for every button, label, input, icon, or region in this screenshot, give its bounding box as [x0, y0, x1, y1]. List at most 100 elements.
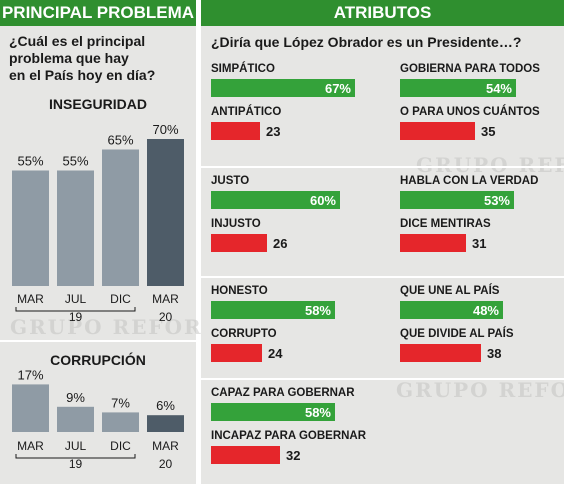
inseguridad-chart: 55% MAR 55% JUL 65% DIC 70% MAR 19 20 — [12, 122, 184, 324]
attribute-track: 58% — [211, 301, 361, 319]
attribute-track: 54% — [400, 79, 550, 97]
corrupcion-title: CORRUPCIÓN — [50, 352, 146, 368]
attribute-bar-negative — [400, 234, 466, 252]
row-divider — [201, 378, 564, 380]
inseguridad-category-label: MAR — [152, 292, 179, 306]
attribute-bar-negative — [211, 122, 260, 140]
inseguridad-value-label: 55% — [17, 154, 43, 169]
section-divider — [0, 340, 196, 342]
attribute-track: 60% — [211, 191, 361, 209]
attribute-label: ANTIPÁTICO — [211, 106, 282, 118]
corrupcion-year-label: 19 — [69, 457, 83, 471]
corrupcion-bar — [102, 412, 139, 432]
attribute-bar-negative — [211, 234, 267, 252]
attribute-bar-negative — [400, 344, 481, 362]
inseguridad-year-label: 20 — [159, 310, 173, 324]
attribute-track: 48% — [400, 301, 550, 319]
corrupcion-chart: 17% MAR 9% JUL 7% DIC 6% MAR 19 20 — [12, 367, 184, 471]
attribute-bar-negative — [400, 122, 475, 140]
attribute-track: 23 — [211, 122, 361, 140]
attribute-bar-positive — [400, 191, 514, 209]
inseguridad-bar — [12, 170, 49, 286]
atributos-question: ¿Diría que López Obrador es un President… — [211, 34, 522, 50]
principal-problema-panel: PRINCIPAL PROBLEMA ¿Cuál es el principal… — [0, 0, 242, 484]
attribute-value: 58% — [304, 405, 331, 420]
inseguridad-title: INSEGURIDAD — [48, 96, 147, 112]
attribute-track: 38 — [400, 344, 550, 362]
attribute-bar-negative — [211, 344, 262, 362]
attribute-value: 31 — [472, 236, 487, 251]
attribute-bar-positive — [211, 301, 335, 319]
attribute-label: O PARA UNOS CUÁNTOS — [400, 106, 540, 118]
inseguridad-value-label: 65% — [107, 133, 133, 148]
attribute-label: DICE MENTIRAS — [400, 218, 491, 230]
attribute-track: 31 — [400, 234, 550, 252]
attribute-label: QUE DIVIDE AL PAÍS — [400, 328, 514, 340]
attribute-track: 26 — [211, 234, 361, 252]
corrupcion-category-label: MAR — [152, 439, 179, 453]
corrupcion-bar — [12, 384, 49, 432]
principal-problema-question: ¿Cuál es el principal problema que hay e… — [9, 33, 155, 84]
attribute-track: 35 — [400, 122, 550, 140]
attribute-value: 23 — [266, 124, 281, 139]
question-line: problema que hay — [9, 50, 129, 66]
atributos-header: ATRIBUTOS — [201, 0, 564, 26]
corrupcion-category-label: DIC — [110, 439, 131, 453]
attribute-value: 24 — [268, 346, 283, 361]
attribute-bar-positive — [211, 403, 335, 421]
inseguridad-bar — [147, 139, 184, 286]
inseguridad-category-label: JUL — [65, 292, 87, 306]
attribute-label: HONESTO — [211, 285, 268, 297]
corrupcion-value-label: 9% — [66, 390, 85, 405]
corrupcion-category-label: MAR — [17, 439, 44, 453]
principal-problema-header: PRINCIPAL PROBLEMA — [0, 0, 196, 26]
watermark: GRUPO REFORMA — [416, 153, 564, 177]
corrupcion-value-label: 6% — [156, 398, 175, 413]
attribute-track: 58% — [211, 403, 361, 421]
inseguridad-bar — [57, 170, 94, 286]
inseguridad-bar — [102, 149, 139, 286]
attribute-value: 32 — [286, 448, 301, 463]
attribute-label: CORRUPTO — [211, 328, 277, 340]
attribute-label: JUSTO — [211, 175, 250, 187]
watermark: GRUPO REFORMA — [396, 378, 564, 402]
row-divider — [201, 166, 564, 168]
attribute-bar-positive — [400, 79, 516, 97]
attribute-bar-positive — [211, 191, 340, 209]
inseguridad-year-bracket — [15, 307, 136, 312]
question-line: en el País hoy en día? — [9, 67, 156, 83]
attribute-track: 53% — [400, 191, 550, 209]
attribute-value: 38 — [487, 346, 502, 361]
corrupcion-year-label: 20 — [159, 457, 173, 471]
inseguridad-year-label: 19 — [69, 310, 83, 324]
corrupcion-bar — [147, 415, 184, 432]
attribute-value: 48% — [472, 303, 499, 318]
attribute-bar-positive — [211, 79, 355, 97]
attribute-label: SIMPÁTICO — [211, 63, 275, 75]
corrupcion-year-bracket — [15, 454, 136, 459]
inseguridad-value-label: 55% — [62, 154, 88, 169]
attribute-value: 26 — [273, 236, 288, 251]
inseguridad-category-label: MAR — [17, 292, 44, 306]
attribute-value: 53% — [483, 193, 510, 208]
question-line: ¿Cuál es el principal — [9, 33, 146, 49]
corrupcion-category-label: JUL — [65, 439, 87, 453]
attribute-bar-negative — [211, 446, 280, 464]
attribute-value: 60% — [309, 193, 336, 208]
attribute-label: QUE UNE AL PAÍS — [400, 285, 500, 297]
attribute-value: 58% — [304, 303, 331, 318]
attribute-track: 32 — [211, 446, 361, 464]
corrupcion-bar — [57, 406, 94, 432]
row-divider — [201, 276, 564, 278]
corrupcion-value-label: 7% — [111, 395, 130, 410]
atributos-panel: ATRIBUTOS ¿Diría que López Obrador es un… — [201, 0, 564, 484]
inseguridad-category-label: DIC — [110, 292, 131, 306]
inseguridad-value-label: 70% — [152, 122, 178, 137]
attribute-label: INJUSTO — [211, 218, 261, 230]
attribute-value: 35 — [481, 124, 496, 139]
attribute-track: 67% — [211, 79, 361, 97]
attribute-label: HABLA CON LA VERDAD — [400, 175, 539, 187]
attribute-value: 67% — [324, 81, 351, 96]
attribute-label: GOBIERNA PARA TODOS — [400, 63, 540, 75]
